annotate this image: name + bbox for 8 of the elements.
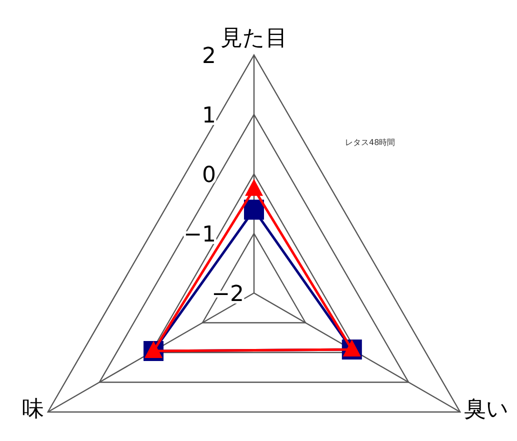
- spoke-label: 味: [22, 397, 44, 422]
- y-tick-label: 0: [202, 163, 216, 188]
- spoke-label: 見た目: [220, 26, 288, 51]
- y-tick-label: 2: [202, 44, 216, 69]
- y-tick-label: −1: [184, 222, 216, 248]
- y-tick-label: 1: [202, 104, 216, 128]
- text: レタス48時間: [345, 138, 396, 147]
- spoke-label: 臭い: [464, 397, 510, 422]
